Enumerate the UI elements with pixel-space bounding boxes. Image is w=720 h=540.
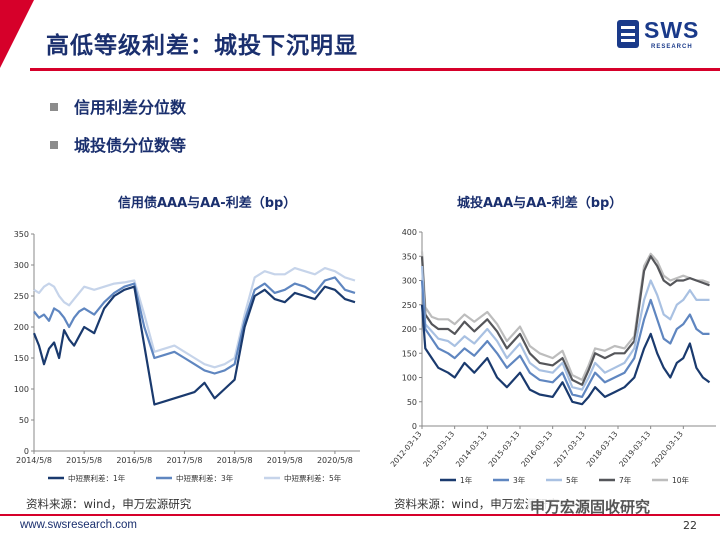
chengtou-spread-chart: 0 50 100 150 200 250 300 350 400 2012-03-132013-0… <box>389 228 716 485</box>
x-tick-label: 2018-03-13 <box>585 429 620 468</box>
header-accent <box>0 0 34 68</box>
footer-url[interactable]: www.swsresearch.com <box>20 519 137 531</box>
x-tick-label: 2017-03-13 <box>552 429 587 468</box>
series-line-1 <box>32 285 356 406</box>
bullet-text: 城投债分位数等 <box>74 136 187 155</box>
x-tick-label: 2014/5/8 <box>16 456 52 465</box>
credit-spread-chart: 0 50 100 150 200 250 300 350 2014/5/8 2015/5/8 201… <box>14 230 360 483</box>
series-line-4 <box>420 255 710 386</box>
legend-label: 1年 <box>460 475 473 485</box>
x-tick-label: 2012-03-13 <box>389 429 424 468</box>
y-tick-label: 350 <box>402 252 417 261</box>
y-tick-label: 150 <box>402 349 417 358</box>
header-rule <box>30 68 720 71</box>
x-tick-label: 2015-03-13 <box>487 429 522 468</box>
right-chart-title: 城投AAA与AA-利差（bp） <box>457 196 623 211</box>
y-tick-label: 300 <box>402 277 417 286</box>
legend-label: 中短票利差：5年 <box>284 473 342 483</box>
x-tick-label: 2019/5/8 <box>267 456 303 465</box>
y-tick-label: 200 <box>14 323 29 332</box>
watermark: 申万宏源固收研究 <box>528 496 653 517</box>
y-tick-label: 250 <box>402 301 417 310</box>
legend-label: 3年 <box>513 475 526 485</box>
bullet-text: 信用利差分位数 <box>74 98 187 117</box>
x-tick-label: 2020/5/8 <box>317 456 353 465</box>
x-tick-label: 2015/5/8 <box>66 456 102 465</box>
left-source-note: 资料来源：wind，申万宏源研究 <box>26 497 192 511</box>
logo-text: SWS <box>644 17 700 43</box>
y-tick-label: 0 <box>412 422 417 431</box>
y-tick-label: 150 <box>14 354 29 363</box>
legend-label: 5年 <box>566 475 579 485</box>
x-tick-label: 2016-03-13 <box>519 429 554 468</box>
x-tick-label: 2016/5/8 <box>116 456 152 465</box>
x-tick-label: 2013-03-13 <box>421 429 456 468</box>
y-tick-label: 300 <box>14 261 29 270</box>
sws-logo: SWS RESEARCH <box>617 17 707 52</box>
y-tick-label: 100 <box>14 385 29 394</box>
series-line-3 <box>33 266 356 369</box>
y-tick-label: 50 <box>407 398 417 407</box>
bullet-item-2: 城投债分位数等 <box>50 132 186 156</box>
series-line-5 <box>420 251 710 381</box>
y-tick-label: 0 <box>24 447 29 456</box>
series-line-1 <box>420 304 711 406</box>
legend-label: 10年 <box>672 475 690 485</box>
y-tick-label: 100 <box>402 374 417 383</box>
legend-label: 7年 <box>619 475 632 485</box>
y-tick-label: 250 <box>14 292 29 301</box>
series-line-2 <box>420 280 710 398</box>
y-tick-label: 350 <box>14 230 29 239</box>
legend-label: 中短票利差：1年 <box>68 473 126 483</box>
square-bullet-icon <box>50 102 58 111</box>
logo-subtext: RESEARCH <box>651 44 693 50</box>
series-line-3 <box>420 265 710 391</box>
bullet-item-1: 信用利差分位数 <box>50 94 186 118</box>
page-title: 高低等级利差：城投下沉明显 <box>46 33 358 59</box>
series-line-2 <box>33 276 356 375</box>
x-tick-label: 2014-03-13 <box>454 429 489 468</box>
y-tick-label: 50 <box>19 416 29 425</box>
logo-mark-icon <box>617 20 639 48</box>
left-chart-title: 信用债AAA与AA-利差（bp） <box>118 196 297 211</box>
page-number: 22 <box>683 519 697 532</box>
y-tick-label: 400 <box>402 228 417 237</box>
right-source-note: 资料来源：wind，申万宏源研究 <box>394 497 560 511</box>
x-tick-label: 2019-03-13 <box>617 429 652 468</box>
x-tick-label: 2018/5/8 <box>217 456 253 465</box>
x-tick-label: 2020-03-13 <box>650 429 685 468</box>
square-bullet-icon <box>50 140 58 149</box>
y-tick-label: 200 <box>402 325 417 334</box>
x-tick-label: 2017/5/8 <box>166 456 202 465</box>
footer-rule <box>0 514 720 516</box>
legend-label: 中短票利差：3年 <box>176 473 234 483</box>
